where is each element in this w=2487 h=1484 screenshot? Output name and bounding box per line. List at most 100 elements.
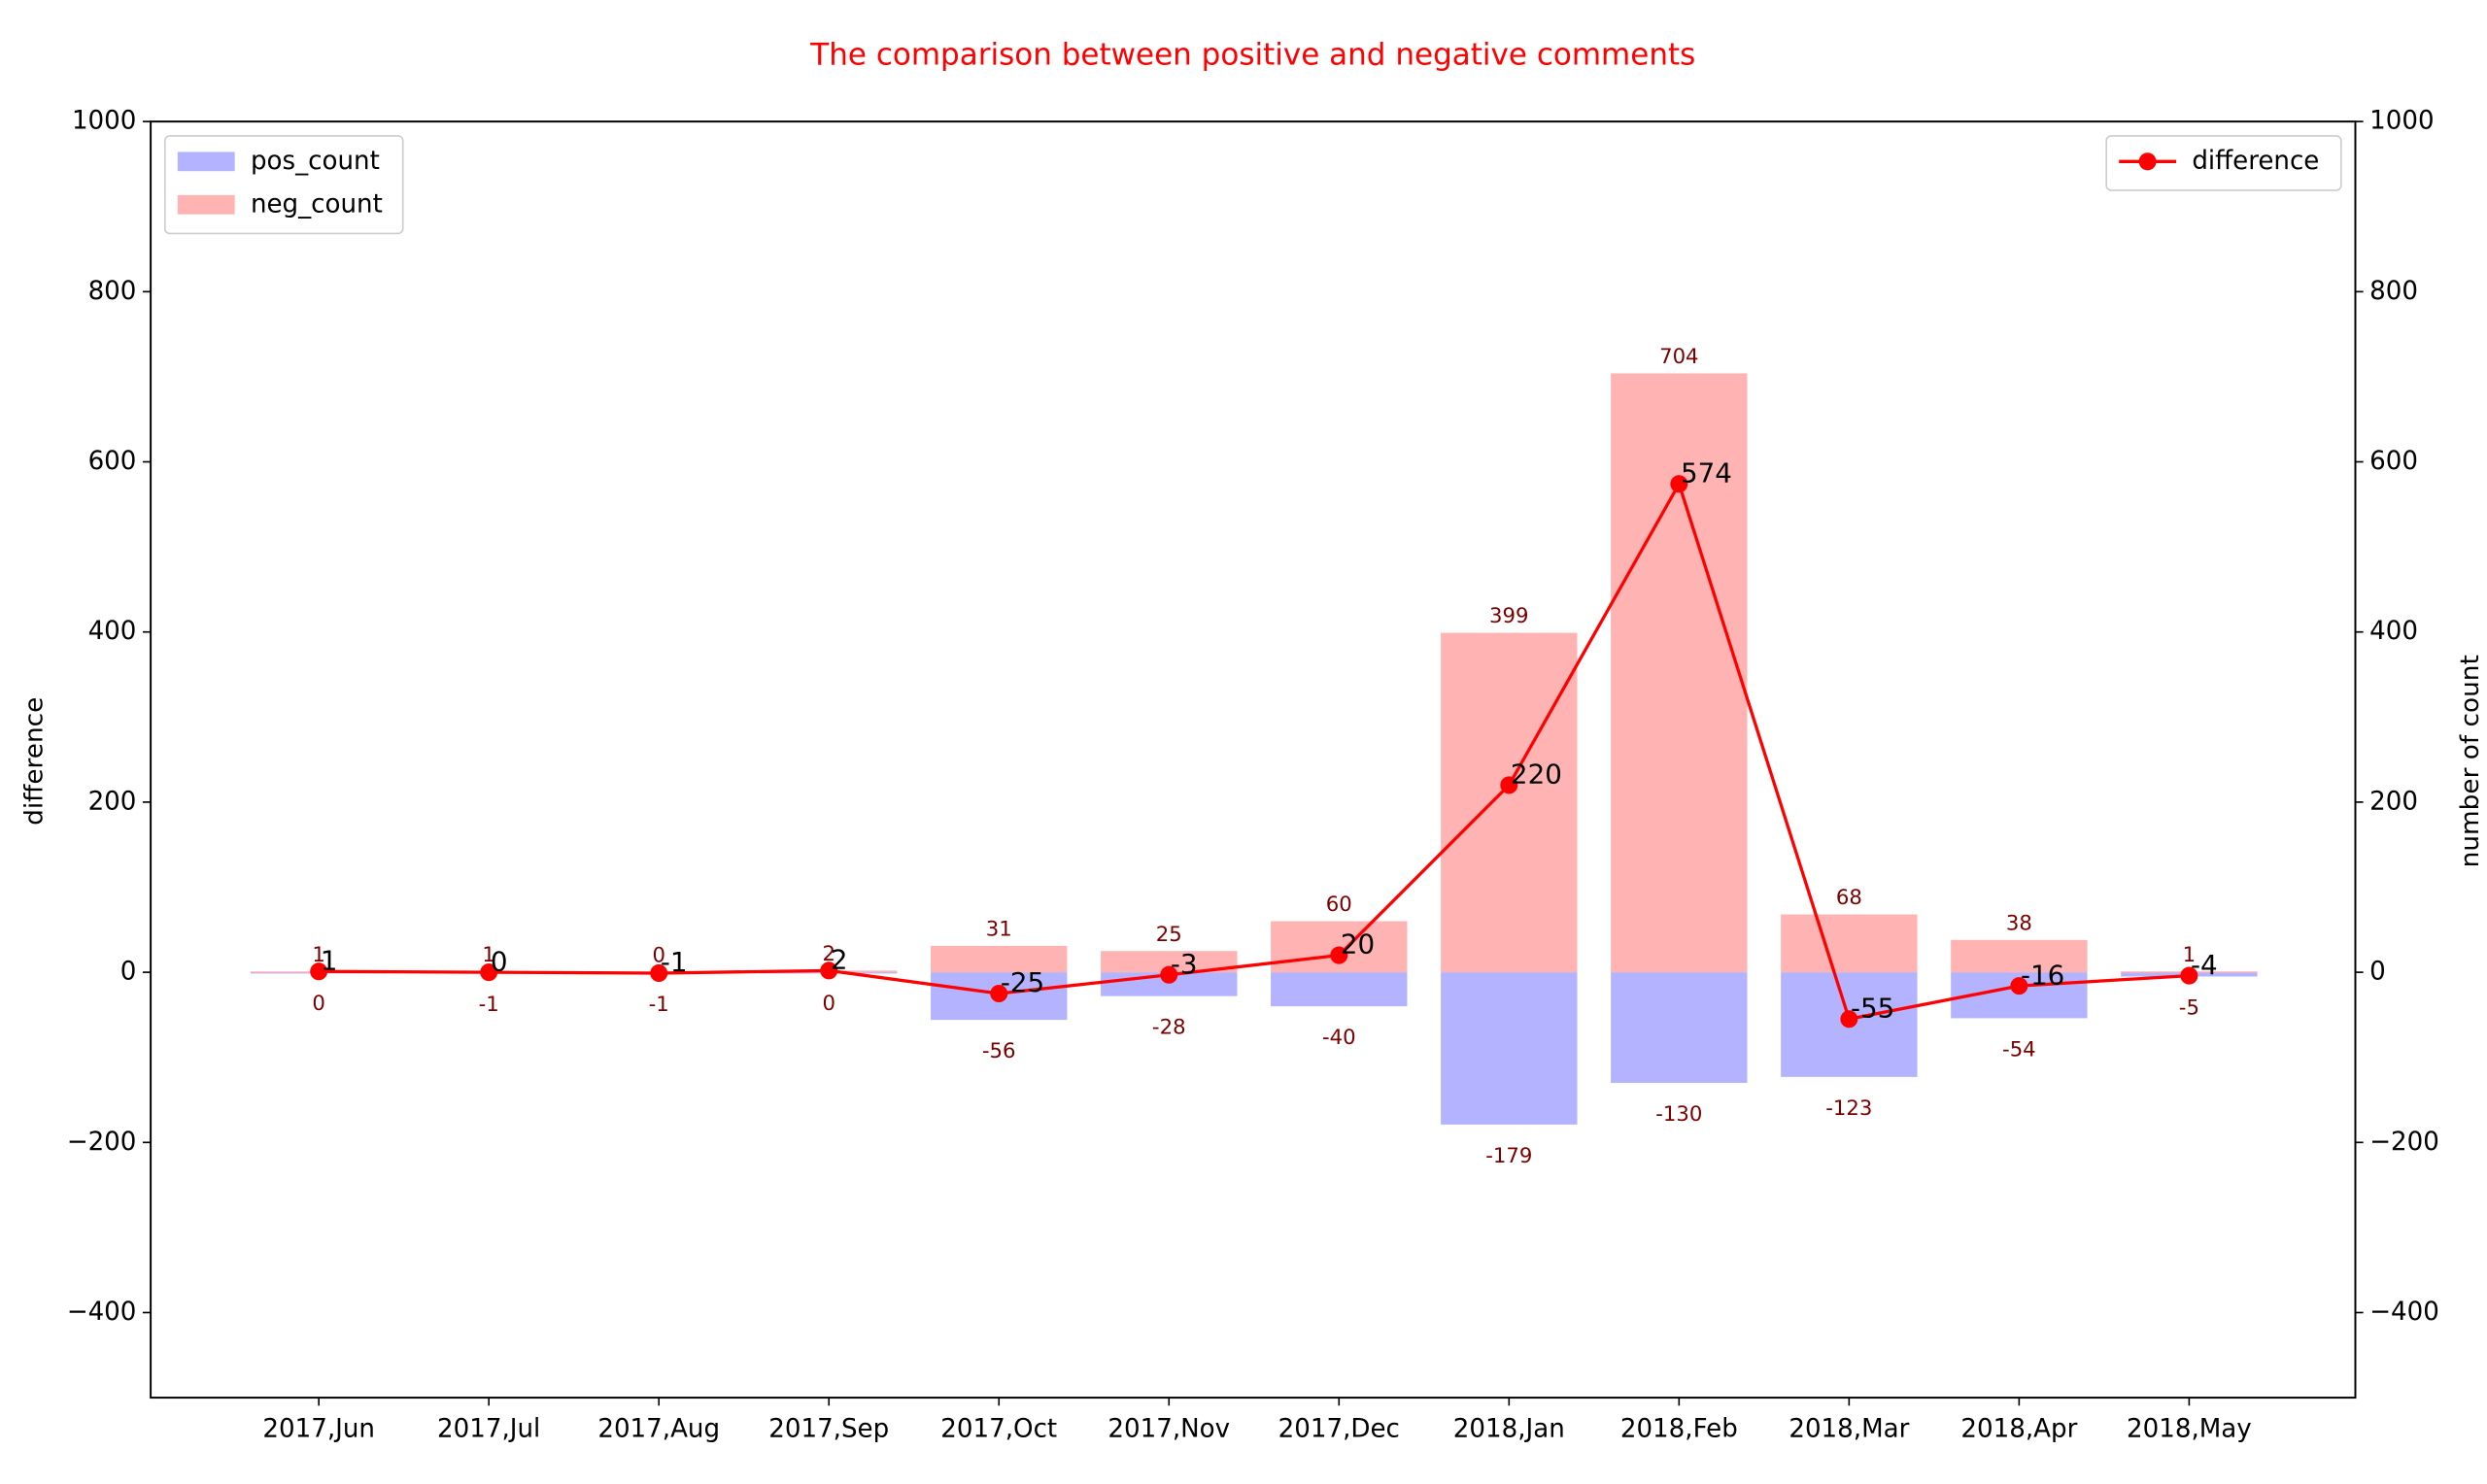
bar: [1441, 972, 1578, 1125]
plot-frame: [150, 120, 2357, 1400]
bar-value-label: -1: [479, 993, 499, 1017]
chart-title: The comparison between positive and nega…: [809, 38, 1695, 73]
bar: [1271, 972, 1408, 1007]
bar-value-label: 1: [482, 943, 495, 967]
line-marker: [310, 962, 328, 981]
y2-tick-label: 800: [2369, 277, 2418, 306]
y-tick-label: 0: [120, 958, 137, 987]
line-value-label: -3: [1171, 948, 1198, 980]
bar-value-label: 399: [1489, 604, 1528, 628]
y-axis-label: difference: [19, 697, 49, 826]
line: [319, 480, 2190, 1022]
y2-axis-label: number of count: [2456, 655, 2485, 867]
legend-label: difference: [2192, 147, 2319, 176]
x-tick-label: 2017,Oct: [940, 1414, 1057, 1443]
x-tick-label: 2018,Mar: [1789, 1414, 1909, 1443]
line-marker: [480, 963, 498, 982]
x-tick-label: 2017,Sep: [768, 1414, 889, 1443]
bar-value-label: -40: [1322, 1026, 1356, 1050]
line-value-label: 220: [1511, 758, 1562, 790]
bar-value-label: 60: [1326, 893, 1352, 917]
legend-box: [2105, 135, 2342, 191]
bar: [1781, 914, 1918, 973]
line-marker: [2010, 977, 2028, 995]
bar: [1441, 632, 1578, 973]
line-value-label: -16: [2021, 959, 2064, 991]
bar-value-label: -1: [649, 993, 669, 1017]
legend-swatch: [177, 194, 235, 215]
y-tick-label: 600: [88, 447, 137, 476]
line-value-label: -4: [2191, 949, 2218, 981]
y2-tick-label: 600: [2369, 447, 2418, 476]
bar-value-label: -123: [1825, 1096, 1872, 1121]
line-value-label: 1: [321, 944, 338, 976]
line-marker: [1840, 1010, 1858, 1029]
x-tick-label: 2017,Nov: [1107, 1414, 1230, 1443]
y-tick-label: 400: [88, 617, 137, 646]
x-tick-label: 2018,Apr: [1960, 1414, 2077, 1443]
y2-tick-label: −200: [2369, 1128, 2439, 1157]
bar-value-label: 25: [1156, 923, 1182, 947]
x-tick-label: 2018,Jan: [1453, 1414, 1565, 1443]
y-tick-label: 1000: [72, 107, 136, 136]
line-marker: [2180, 966, 2198, 985]
line-marker: [820, 961, 838, 980]
y-tick-label: −400: [67, 1298, 137, 1327]
line-marker: [1330, 946, 1348, 964]
x-tick-label: 2018,Feb: [1620, 1414, 1738, 1443]
bar-value-label: -179: [1485, 1144, 1532, 1168]
x-tick-label: 2017,Aug: [597, 1414, 720, 1443]
bar: [1611, 972, 1748, 1083]
line-marker: [1160, 965, 1178, 984]
x-tick-label: 2017,Jun: [262, 1414, 375, 1443]
bar-value-label: -54: [2002, 1037, 2036, 1062]
line-value-label: 0: [491, 945, 508, 977]
line-value-label: 574: [1681, 456, 1732, 489]
y2-tick-label: −400: [2369, 1298, 2439, 1327]
legend-swatch: [177, 152, 235, 172]
line-value-label: 20: [1341, 928, 1375, 961]
legend-label: neg_count: [251, 189, 383, 219]
bar-value-label: 68: [1836, 886, 1862, 910]
bar-value-label: 2: [822, 942, 835, 966]
bar-value-label: 38: [2006, 911, 2032, 935]
bar: [1101, 951, 1238, 973]
line-marker: [1670, 475, 1688, 493]
bar-value-label: 31: [986, 917, 1012, 941]
line-value-label: -1: [661, 946, 688, 978]
y-tick-label: 200: [88, 787, 137, 816]
bar-value-label: -56: [982, 1039, 1016, 1063]
bar: [1611, 373, 1748, 973]
line-value-label: -25: [1001, 966, 1044, 998]
line-marker: [1500, 776, 1518, 794]
x-tick-label: 2017,Dec: [1278, 1414, 1400, 1443]
bar-value-label: 0: [312, 992, 325, 1016]
y2-tick-label: 1000: [2369, 107, 2434, 136]
y2-tick-label: 0: [2369, 958, 2386, 987]
bar-value-label: 1: [2183, 943, 2197, 967]
bar: [931, 945, 1068, 973]
line-value-label: -55: [1851, 992, 1894, 1024]
bar-value-label: -28: [1152, 1016, 1186, 1040]
y2-tick-label: 200: [2369, 787, 2418, 816]
bar-value-label: 1: [312, 943, 325, 967]
bar-value-label: -130: [1655, 1102, 1702, 1127]
y-tick-label: −200: [67, 1128, 137, 1157]
bar-value-label: -5: [2179, 995, 2199, 1020]
bar-value-label: 0: [652, 944, 665, 968]
line-marker: [990, 984, 1008, 1003]
line-value-label: 2: [831, 943, 848, 975]
line-marker: [650, 963, 668, 983]
legend-marker: [2138, 152, 2157, 171]
bar-value-label: 704: [1659, 345, 1698, 369]
bar-value-label: 0: [822, 992, 835, 1016]
y2-tick-label: 400: [2369, 617, 2418, 646]
legend-label: pos_count: [251, 147, 380, 176]
bar: [1951, 939, 2088, 973]
x-tick-label: 2018,May: [2127, 1414, 2252, 1443]
y-tick-label: 800: [88, 277, 137, 306]
x-tick-label: 2017,Jul: [437, 1414, 540, 1443]
